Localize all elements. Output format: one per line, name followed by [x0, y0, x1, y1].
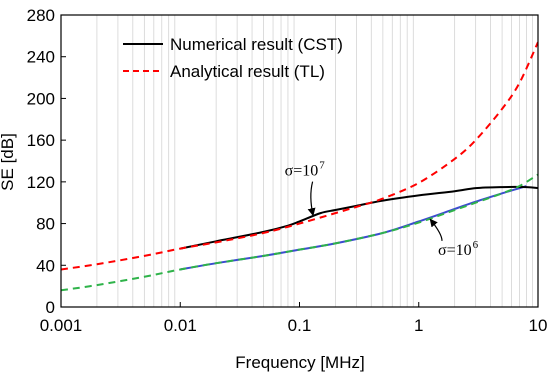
- series-cst-sigma-1e7: [180, 185, 538, 250]
- x-axis-title: Frequency [MHz]: [235, 353, 364, 372]
- legend-label-analytical: Analytical result (TL): [170, 62, 325, 81]
- annotation-arrow: [429, 218, 443, 241]
- y-tick-label: 80: [36, 215, 55, 234]
- x-tick-label: 1: [414, 316, 423, 335]
- sigma-annotation-7: σ=10: [285, 163, 319, 180]
- sigma-annotation-exponent: 6: [473, 239, 479, 251]
- series-cst-sigma-1e6: [180, 185, 527, 271]
- minor-gridlines: [96, 15, 533, 307]
- x-tick-label: 0.01: [164, 316, 197, 335]
- y-tick-label: 280: [27, 6, 55, 25]
- y-tick-label: 0: [46, 298, 55, 317]
- y-tick-label: 240: [27, 48, 55, 67]
- legend: Numerical result (CST) Analytical result…: [123, 35, 343, 81]
- x-axis-ticks: 0.001 0.01 0.1 1 10: [40, 302, 548, 335]
- y-axis-title: SE [dB]: [0, 133, 17, 191]
- sigma-annotation-6: σ=10: [438, 242, 472, 259]
- sigma-annotation-exponent: 7: [319, 160, 325, 172]
- y-tick-label: 200: [27, 89, 55, 108]
- legend-label-numerical: Numerical result (CST): [170, 35, 343, 54]
- series-tl-sigma-1e6: [61, 173, 538, 292]
- annotation-arrow: [307, 181, 316, 217]
- y-tick-label: 120: [27, 173, 55, 192]
- y-tick-label: 40: [36, 256, 55, 275]
- annotations: σ=10 7σ=10 6: [285, 160, 479, 259]
- y-axis-ticks: 0 40 80 120 160 200 240 280: [27, 6, 66, 317]
- x-tick-label: 10: [529, 316, 548, 335]
- series-layer: [61, 41, 538, 292]
- series-tl-sigma-1e7: [61, 41, 538, 271]
- x-tick-label: 0.1: [288, 316, 312, 335]
- x-tick-label: 0.001: [40, 316, 83, 335]
- y-tick-label: 160: [27, 131, 55, 150]
